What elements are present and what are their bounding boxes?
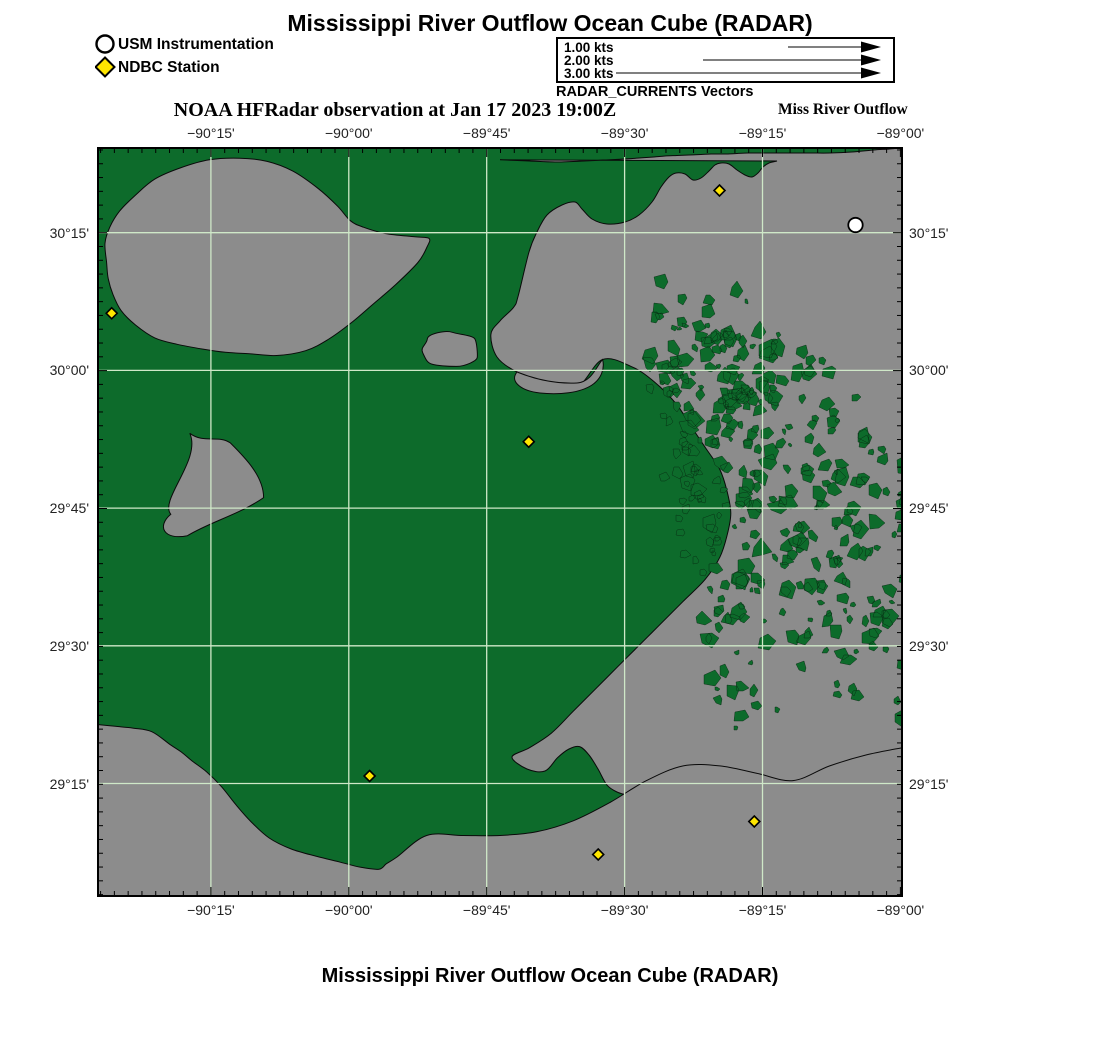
svg-text:NDBC Station: NDBC Station [118,59,220,76]
svg-text:USM Instrumentation: USM Instrumentation [118,36,274,53]
svg-text:3.00 kts: 3.00 kts [564,66,614,81]
